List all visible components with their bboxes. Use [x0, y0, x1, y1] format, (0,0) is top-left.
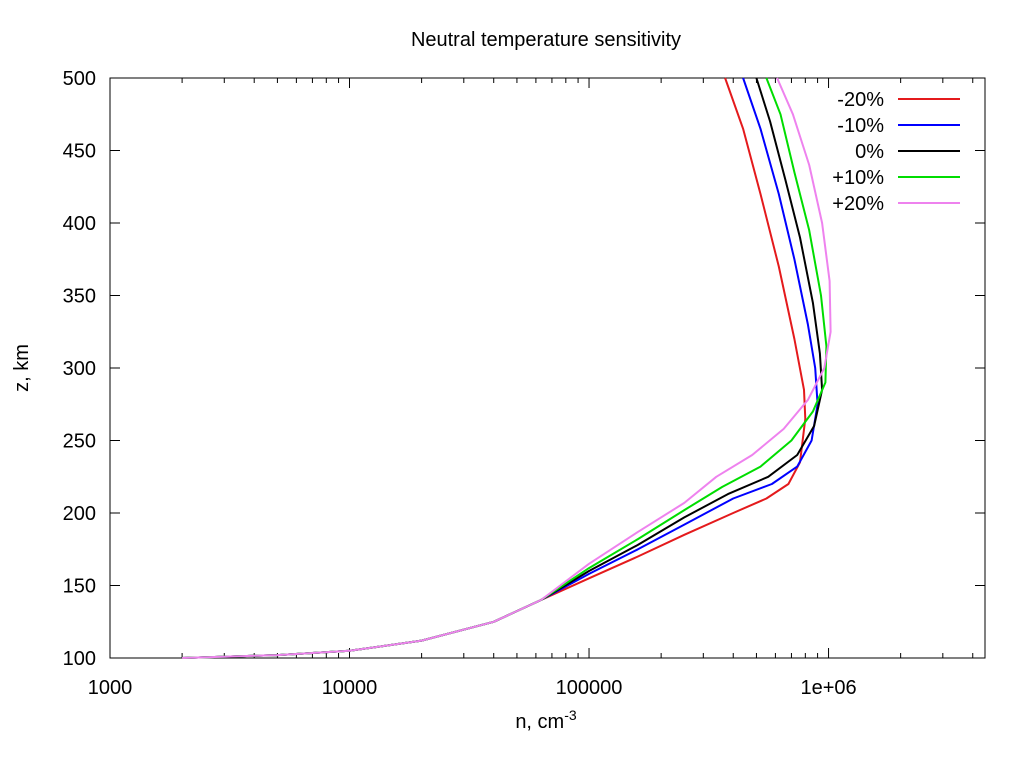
x-axis-label-superscript: -3	[564, 707, 577, 723]
y-tick-label: 400	[63, 213, 96, 235]
y-axis-label: z, km	[11, 344, 33, 392]
x-axis-label: n, cm-3	[515, 707, 577, 733]
plot-frame	[109, 77, 986, 659]
x-tick-label: 1000	[88, 677, 133, 699]
y-tick-label: 200	[63, 503, 96, 525]
y-tick-label: 500	[63, 68, 96, 90]
y-tick-label: 450	[63, 141, 96, 163]
y-axis: 100 150 200 250 300 350 400 450 500	[63, 68, 985, 670]
legend: -20% -10% 0% +10% +20%	[832, 89, 960, 215]
x-tick-label: 100000	[556, 677, 623, 699]
legend-label: 0%	[855, 141, 884, 163]
y-tick-label: 250	[63, 431, 96, 453]
legend-label: -20%	[837, 89, 884, 111]
legend-label: +20%	[832, 193, 884, 215]
series-lines	[182, 77, 832, 659]
x-axis: 1000 10000 100000 1e+06	[88, 78, 974, 699]
y-tick-label: 150	[63, 576, 96, 598]
x-axis-label-main: n, cm	[515, 711, 564, 733]
legend-label: -10%	[837, 115, 884, 137]
series-line	[182, 77, 819, 659]
y-tick-label: 350	[63, 286, 96, 308]
chart-title: Neutral temperature sensitivity	[411, 29, 681, 51]
series-line	[182, 77, 824, 659]
y-tick-label: 300	[63, 358, 96, 380]
series-line	[182, 77, 828, 659]
x-tick-label: 10000	[322, 677, 378, 699]
plot-frame-rect	[109, 77, 986, 659]
y-tick-label: 100	[63, 648, 96, 670]
series-line	[182, 77, 807, 659]
legend-label: +10%	[832, 167, 884, 189]
series-line	[182, 77, 832, 659]
x-tick-label: 1e+06	[800, 677, 856, 699]
